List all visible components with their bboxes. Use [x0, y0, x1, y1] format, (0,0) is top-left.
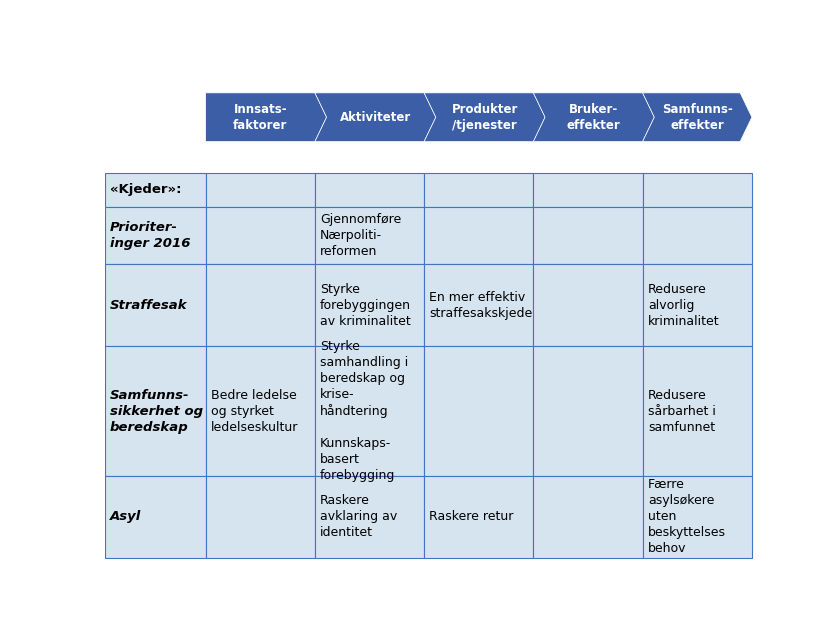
- Text: Styrke
samhandling i
beredskap og
krise-
håndtering

Kunnskaps-
basert
forebyggi: Styrke samhandling i beredskap og krise-…: [320, 340, 409, 482]
- FancyBboxPatch shape: [206, 173, 315, 207]
- Text: Samfunns-
effekter: Samfunns- effekter: [662, 103, 732, 131]
- Text: Redusere
alvorlig
kriminalitet: Redusere alvorlig kriminalitet: [648, 283, 719, 328]
- Text: Raskere retur: Raskere retur: [430, 510, 513, 523]
- Text: En mer effektiv
straffesakskjede: En mer effektiv straffesakskjede: [430, 291, 533, 320]
- FancyBboxPatch shape: [315, 207, 425, 264]
- FancyBboxPatch shape: [425, 264, 534, 346]
- Polygon shape: [425, 93, 545, 142]
- Text: Raskere
avklaring av
identitet: Raskere avklaring av identitet: [320, 494, 398, 539]
- FancyBboxPatch shape: [425, 346, 534, 476]
- Text: Aktiviteter: Aktiviteter: [340, 111, 411, 124]
- FancyBboxPatch shape: [425, 207, 534, 264]
- FancyBboxPatch shape: [534, 346, 643, 476]
- FancyBboxPatch shape: [315, 264, 425, 346]
- FancyBboxPatch shape: [206, 476, 315, 557]
- Text: Innsats-
faktorer: Innsats- faktorer: [233, 103, 288, 131]
- Text: Redusere
sårbarhet i
samfunnet: Redusere sårbarhet i samfunnet: [648, 389, 716, 434]
- FancyBboxPatch shape: [315, 173, 425, 207]
- FancyBboxPatch shape: [534, 173, 643, 207]
- FancyBboxPatch shape: [105, 207, 206, 264]
- Text: Bruker-
effekter: Bruker- effekter: [567, 103, 621, 131]
- FancyBboxPatch shape: [643, 264, 752, 346]
- Text: Straffesak: Straffesak: [110, 299, 188, 312]
- Text: Asyl: Asyl: [110, 510, 141, 523]
- FancyBboxPatch shape: [315, 346, 425, 476]
- FancyBboxPatch shape: [643, 476, 752, 557]
- Text: Gjennomføre
Nærpoliti-
reformen: Gjennomføre Nærpoliti- reformen: [320, 213, 401, 258]
- FancyBboxPatch shape: [105, 264, 206, 346]
- FancyBboxPatch shape: [206, 207, 315, 264]
- Text: Bedre ledelse
og styrket
ledelseskultur: Bedre ledelse og styrket ledelseskultur: [211, 389, 298, 434]
- FancyBboxPatch shape: [105, 173, 206, 207]
- Text: Prioriter-
inger 2016: Prioriter- inger 2016: [110, 221, 190, 250]
- FancyBboxPatch shape: [534, 264, 643, 346]
- FancyBboxPatch shape: [206, 264, 315, 346]
- Text: Styrke
forebyggingen
av kriminalitet: Styrke forebyggingen av kriminalitet: [320, 283, 411, 328]
- FancyBboxPatch shape: [534, 207, 643, 264]
- Polygon shape: [534, 93, 654, 142]
- FancyBboxPatch shape: [643, 173, 752, 207]
- FancyBboxPatch shape: [315, 476, 425, 557]
- Polygon shape: [315, 93, 435, 142]
- FancyBboxPatch shape: [534, 476, 643, 557]
- Text: Produkter
/tjenester: Produkter /tjenester: [451, 103, 518, 131]
- Text: «Kjeder»:: «Kjeder»:: [110, 183, 181, 197]
- FancyBboxPatch shape: [425, 476, 534, 557]
- FancyBboxPatch shape: [105, 476, 206, 557]
- FancyBboxPatch shape: [206, 346, 315, 476]
- FancyBboxPatch shape: [425, 173, 534, 207]
- FancyBboxPatch shape: [105, 346, 206, 476]
- Polygon shape: [643, 93, 752, 142]
- FancyBboxPatch shape: [643, 207, 752, 264]
- Text: Færre
asylsøkere
uten
beskyttelses
behov: Færre asylsøkere uten beskyttelses behov: [648, 478, 726, 556]
- FancyBboxPatch shape: [643, 346, 752, 476]
- Polygon shape: [206, 93, 326, 142]
- Text: Samfunns-
sikkerhet og
beredskap: Samfunns- sikkerhet og beredskap: [110, 389, 203, 434]
